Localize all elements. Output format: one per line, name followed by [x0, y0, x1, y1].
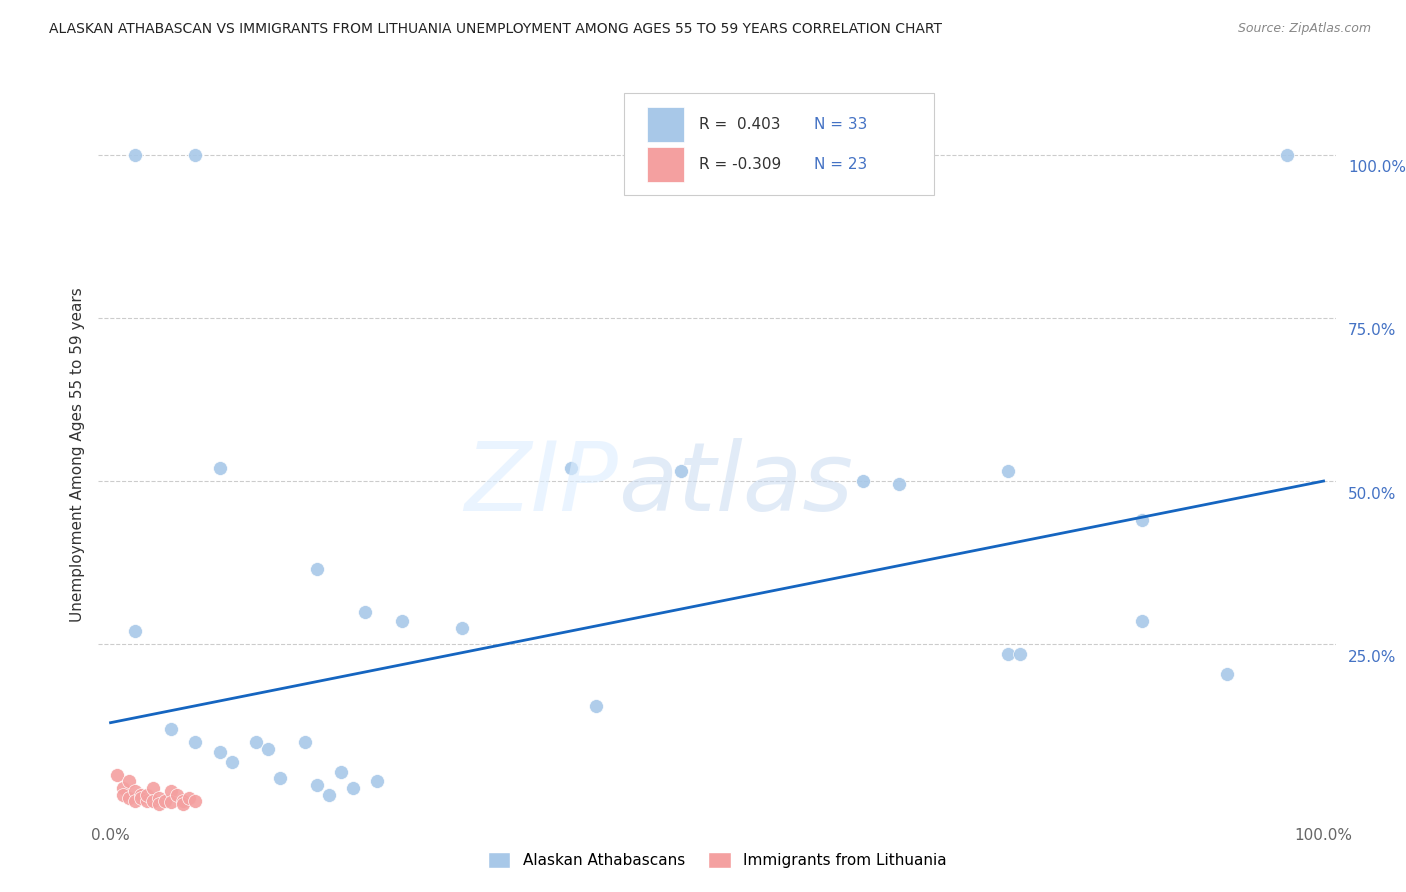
Point [166, 788, 188, 802]
Point [160, 784, 183, 798]
Point [148, 797, 170, 812]
Text: R = -0.309: R = -0.309 [699, 157, 780, 172]
Point [129, 788, 152, 802]
Point [1010, 647, 1032, 661]
Point [1275, 147, 1298, 161]
Point [142, 794, 165, 808]
Point [208, 461, 231, 475]
Text: N = 23: N = 23 [814, 157, 868, 172]
Point [184, 794, 207, 808]
Point [124, 794, 146, 808]
Point [153, 794, 176, 808]
Point [257, 741, 280, 756]
Point [997, 647, 1019, 661]
Text: 100.0%: 100.0% [1348, 160, 1406, 175]
Point [852, 474, 875, 488]
Point [118, 790, 141, 805]
Text: R =  0.403: R = 0.403 [699, 117, 780, 132]
Point [585, 699, 607, 714]
Point [124, 147, 146, 161]
Point [997, 464, 1019, 478]
Point [179, 790, 201, 805]
Text: 25.0%: 25.0% [1348, 650, 1396, 665]
Point [1130, 513, 1153, 527]
Point [142, 780, 165, 795]
Y-axis label: Unemployment Among Ages 55 to 59 years: Unemployment Among Ages 55 to 59 years [69, 287, 84, 623]
Point [105, 768, 128, 782]
Point [1215, 666, 1237, 681]
Point [172, 797, 194, 812]
Point [330, 764, 353, 779]
Point [305, 778, 328, 792]
Text: 75.0%: 75.0% [1348, 323, 1396, 338]
Text: atlas: atlas [619, 438, 853, 531]
Legend: Alaskan Athabascans, Immigrants from Lithuania: Alaskan Athabascans, Immigrants from Lit… [488, 852, 946, 868]
Point [451, 621, 474, 635]
Point [391, 615, 413, 629]
Point [160, 723, 183, 737]
Point [118, 774, 141, 789]
Text: 50.0%: 50.0% [1348, 487, 1396, 501]
Point [294, 735, 316, 749]
Point [124, 784, 146, 798]
Point [669, 464, 692, 478]
Text: ALASKAN ATHABASCAN VS IMMIGRANTS FROM LITHUANIA UNEMPLOYMENT AMONG AGES 55 TO 59: ALASKAN ATHABASCAN VS IMMIGRANTS FROM LI… [49, 22, 942, 37]
Point [269, 771, 291, 785]
Text: N = 33: N = 33 [814, 117, 868, 132]
Point [124, 624, 146, 639]
Point [1130, 615, 1153, 629]
Point [318, 788, 340, 802]
Point [111, 788, 134, 802]
Point [560, 461, 582, 475]
Point [245, 735, 267, 749]
Point [184, 735, 207, 749]
Point [148, 790, 170, 805]
Point [136, 788, 159, 802]
Point [342, 780, 364, 795]
Point [208, 745, 231, 759]
Point [184, 147, 207, 161]
Point [354, 605, 377, 619]
Text: ZIP: ZIP [464, 438, 619, 531]
FancyBboxPatch shape [647, 107, 683, 142]
Point [129, 790, 152, 805]
FancyBboxPatch shape [624, 93, 934, 195]
Point [111, 780, 134, 795]
Point [136, 794, 159, 808]
Point [160, 796, 183, 810]
Point [887, 477, 910, 491]
Point [305, 562, 328, 576]
Point [366, 774, 388, 789]
FancyBboxPatch shape [647, 147, 683, 182]
Text: Source: ZipAtlas.com: Source: ZipAtlas.com [1237, 22, 1371, 36]
Point [221, 755, 243, 769]
Point [172, 794, 194, 808]
